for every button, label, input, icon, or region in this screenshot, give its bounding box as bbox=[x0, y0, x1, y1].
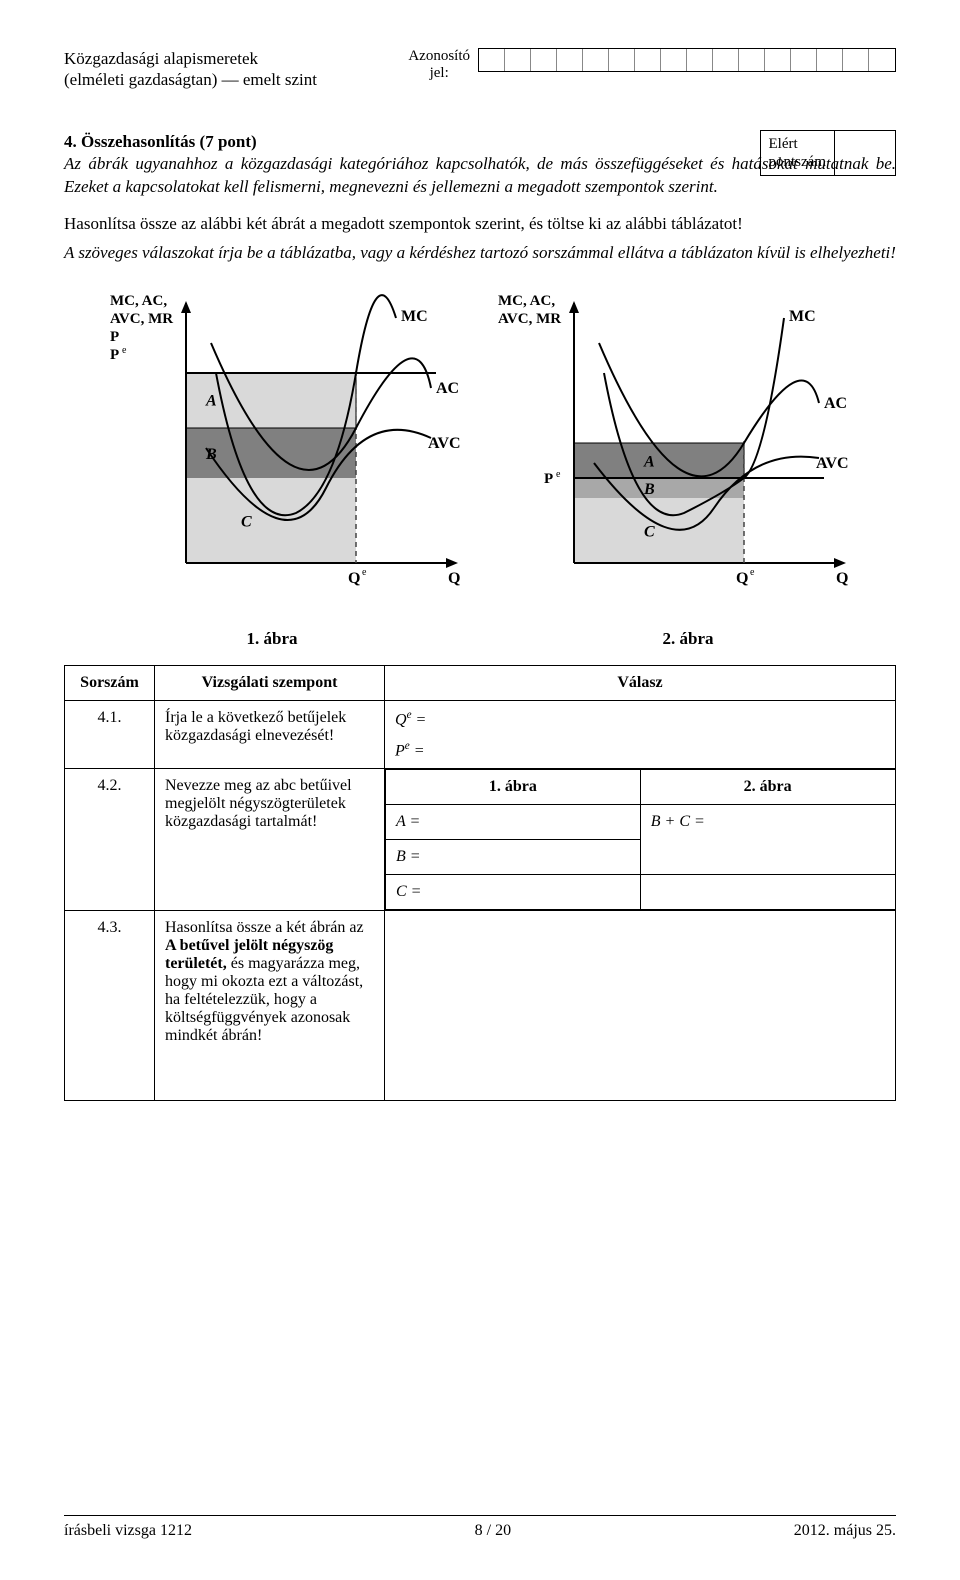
caption-1: 1. ábra bbox=[64, 629, 480, 649]
figure-captions: 1. ábra 2. ábra bbox=[64, 629, 896, 649]
charts-row: MC, AC,AVC, MRPPeMCACAVCABCQeQ MC, AC,AV… bbox=[64, 283, 896, 603]
header-left: Közgazdasági alapismeretek (elméleti gaz… bbox=[64, 48, 317, 91]
svg-text:AVC: AVC bbox=[816, 455, 849, 472]
svg-text:MC: MC bbox=[789, 308, 816, 325]
chart-1: MC, AC,AVC, MRPPeMCACAVCABCQeQ bbox=[106, 283, 466, 603]
svg-text:C: C bbox=[644, 524, 655, 541]
svg-text:B: B bbox=[205, 446, 217, 463]
row-num-43: 4.3. bbox=[65, 910, 155, 1100]
svg-text:AC: AC bbox=[436, 380, 459, 397]
th-aspect: Vizsgálati szempont bbox=[155, 666, 385, 701]
svg-text:Q: Q bbox=[448, 570, 460, 587]
cell-B[interactable]: B = bbox=[386, 839, 641, 874]
svg-text:Q: Q bbox=[348, 570, 360, 587]
task-instruction-1: Hasonlítsa össze az alábbi két ábrát a m… bbox=[64, 213, 896, 236]
page-footer: írásbeli vizsga 1212 8 / 20 2012. május … bbox=[64, 1515, 896, 1540]
row-a-41[interactable]: Qe = Pe = bbox=[385, 701, 896, 769]
footer-center: 8 / 20 bbox=[475, 1522, 511, 1540]
row-q-41: Írja le a következő betűjelek közgazdasá… bbox=[155, 701, 385, 769]
svg-text:e: e bbox=[750, 567, 755, 578]
row-num-41: 4.1. bbox=[65, 701, 155, 769]
row-num-42: 4.2. bbox=[65, 768, 155, 910]
cell-C[interactable]: C = bbox=[386, 874, 641, 909]
svg-text:A: A bbox=[643, 454, 655, 471]
table-row: 4.3. Hasonlítsa össze a két ábrán az A b… bbox=[65, 910, 896, 1100]
svg-text:AC: AC bbox=[824, 395, 847, 412]
svg-text:P: P bbox=[544, 471, 553, 487]
svg-text:C: C bbox=[241, 514, 252, 531]
score-label-1: Elért bbox=[769, 136, 798, 152]
answer-table: Sorszám Vizsgálati szempont Válasz 4.1. … bbox=[64, 665, 896, 1101]
footer-right: 2012. május 25. bbox=[794, 1522, 896, 1540]
svg-text:MC: MC bbox=[401, 308, 428, 325]
id-grid[interactable] bbox=[478, 48, 896, 72]
svg-text:e: e bbox=[122, 345, 127, 356]
svg-text:B: B bbox=[643, 481, 655, 498]
row-a-42[interactable]: 1. ábra 2. ábra A = B + C = B = C = bbox=[385, 768, 896, 910]
cell-BC[interactable]: B + C = bbox=[640, 804, 895, 874]
table-row: 4.1. Írja le a következő betűjelek közga… bbox=[65, 701, 896, 769]
id-label: Azonosító jel: bbox=[408, 48, 470, 82]
score-box: Elért pontszám bbox=[760, 130, 897, 176]
header-line2: (elméleti gazdaságtan) — emelt szint bbox=[64, 70, 317, 89]
th-sorszam: Sorszám bbox=[65, 666, 155, 701]
sub-hdr-2: 2. ábra bbox=[640, 769, 895, 804]
svg-text:A: A bbox=[205, 393, 217, 410]
svg-text:AVC, MR: AVC, MR bbox=[110, 311, 173, 327]
svg-text:AVC: AVC bbox=[428, 435, 461, 452]
row-q-43: Hasonlítsa össze a két ábrán az A betűve… bbox=[155, 910, 385, 1100]
svg-text:AVC, MR: AVC, MR bbox=[498, 311, 561, 327]
header-line1: Közgazdasági alapismeretek bbox=[64, 49, 258, 68]
svg-text:P: P bbox=[110, 347, 119, 363]
task-instruction-2: A szöveges válaszokat írja be a táblázat… bbox=[64, 242, 896, 265]
sub-hdr-1: 1. ábra bbox=[386, 769, 641, 804]
footer-left: írásbeli vizsga 1212 bbox=[64, 1522, 192, 1540]
svg-text:Q: Q bbox=[836, 570, 848, 587]
row-q-42: Nevezze meg az abc betűivel megjelölt né… bbox=[155, 768, 385, 910]
th-answer: Válasz bbox=[385, 666, 896, 701]
cell-A[interactable]: A = bbox=[386, 804, 641, 839]
page-header: Közgazdasági alapismeretek (elméleti gaz… bbox=[64, 48, 896, 91]
svg-text:e: e bbox=[556, 469, 561, 480]
svg-text:P: P bbox=[110, 329, 119, 345]
chart-2: MC, AC,AVC, MRPeMCACAVCABCQeQ bbox=[494, 283, 854, 603]
svg-text:Q: Q bbox=[736, 570, 748, 587]
svg-text:MC, AC,: MC, AC, bbox=[110, 293, 167, 309]
score-label-2: pontszám bbox=[769, 154, 827, 170]
task-title: 4. Összehasonlítás (7 pont) bbox=[64, 132, 257, 151]
score-value[interactable] bbox=[835, 131, 895, 175]
caption-2: 2. ábra bbox=[480, 629, 896, 649]
table-row: 4.2. Nevezze meg az abc betűivel megjelö… bbox=[65, 768, 896, 910]
svg-text:e: e bbox=[362, 567, 367, 578]
svg-text:MC, AC,: MC, AC, bbox=[498, 293, 555, 309]
row-a-43[interactable] bbox=[385, 910, 896, 1100]
